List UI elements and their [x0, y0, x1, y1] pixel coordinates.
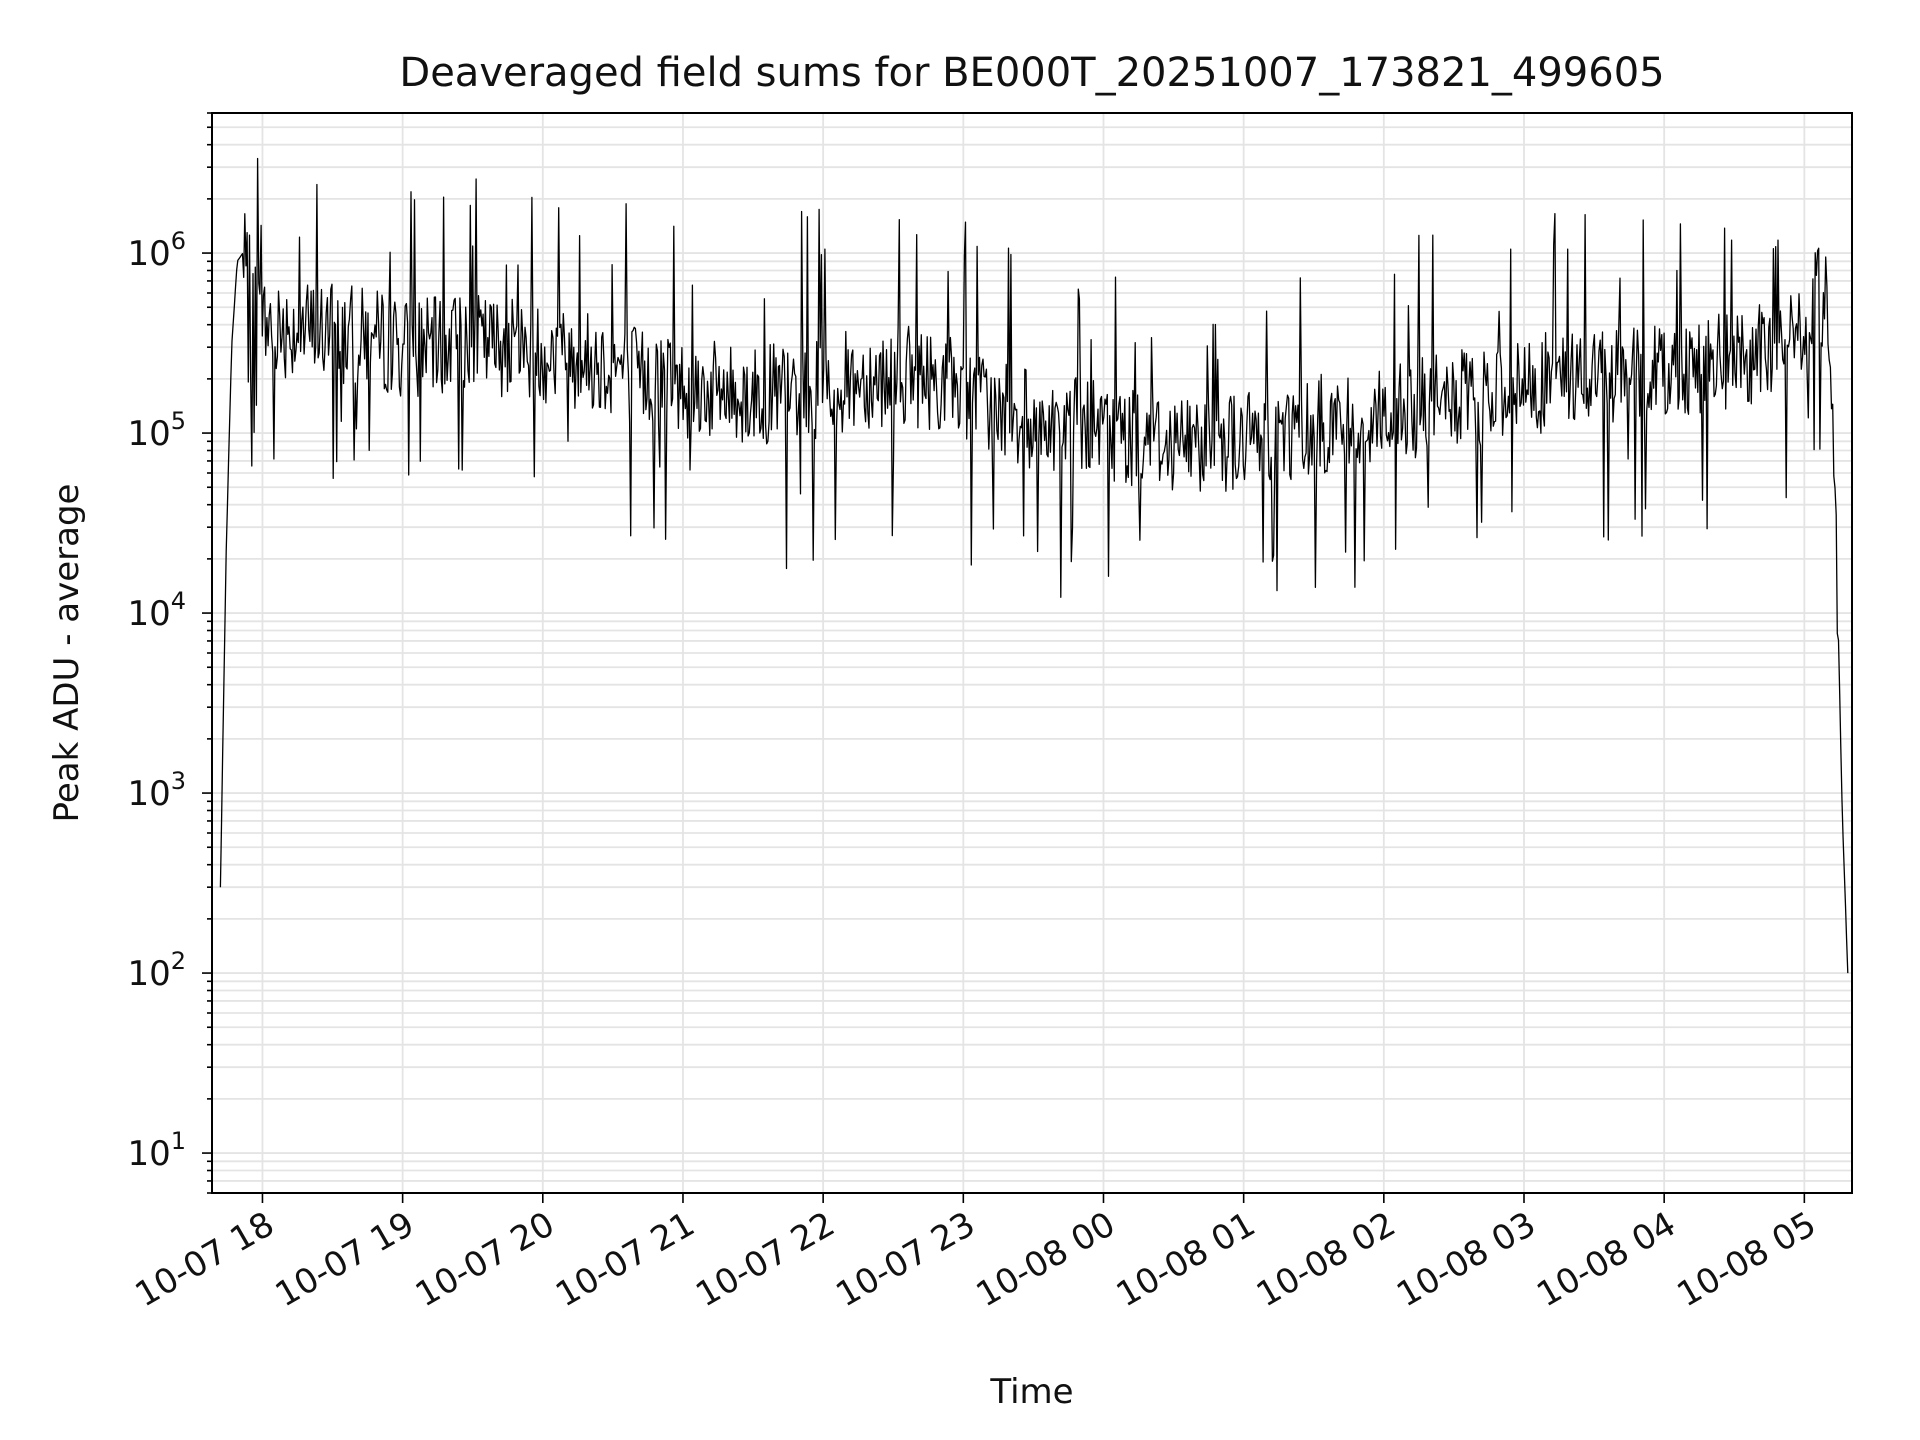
- y-tick-exponent: 4: [171, 587, 186, 615]
- y-tick-exponent: 5: [171, 407, 186, 435]
- y-tick-label: 104: [127, 587, 186, 634]
- y-tick-exponent: 1: [171, 1127, 186, 1155]
- x-axis-label: Time: [989, 1372, 1073, 1412]
- series-group: [219, 157, 1849, 974]
- y-tick-base: 10: [127, 594, 170, 634]
- y-tick-label: 105: [127, 407, 186, 454]
- chart-title: Deaveraged field sums for BE000T_2025100…: [399, 50, 1664, 96]
- y-tick-base: 10: [127, 1134, 170, 1174]
- y-tick-exponent: 6: [171, 227, 186, 255]
- y-tick-label: 106: [127, 227, 186, 274]
- y-axis-label: Peak ADU - average: [47, 484, 87, 823]
- y-tick-label: 101: [127, 1127, 186, 1174]
- y-tick-base: 10: [127, 414, 170, 454]
- y-tick-label: 103: [127, 767, 186, 814]
- series-line: [219, 157, 1849, 974]
- y-tick-base: 10: [127, 954, 170, 994]
- y-tick-base: 10: [127, 234, 170, 274]
- y-tick-base: 10: [127, 774, 170, 814]
- y-tick-exponent: 3: [171, 767, 186, 795]
- y-tick-label: 102: [127, 947, 186, 994]
- y-tick-exponent: 2: [171, 947, 186, 975]
- grid-lines: [212, 112, 1852, 1194]
